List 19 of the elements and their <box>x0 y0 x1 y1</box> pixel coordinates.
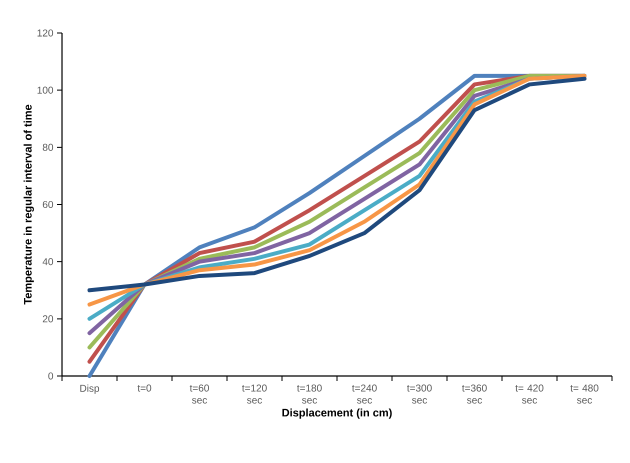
x-tick-label: t=240 sec <box>352 384 377 404</box>
y-tick-label: 20 <box>42 315 54 322</box>
y-tick-label: 100 <box>38 86 54 94</box>
x-tick-label: t=0 <box>138 384 152 392</box>
x-tick-label: Disp <box>80 384 100 394</box>
x-axis-title: Displacement (in cm) <box>282 408 392 419</box>
y-axis-title: Temperature in regular interval of time <box>24 104 34 305</box>
x-tick-label: t= 420 sec <box>515 384 544 404</box>
x-tick-label: t=300 sec <box>407 384 432 404</box>
x-tick-label: t=180 sec <box>297 384 322 404</box>
y-tick-label: 80 <box>42 144 54 151</box>
y-tick-label: 0 <box>48 372 54 380</box>
x-tick-label: t=60 sec <box>190 384 209 404</box>
x-tick-label: t= 480 sec <box>570 384 598 404</box>
x-tick-label: t=360 sec <box>462 384 487 404</box>
y-tick-label: 40 <box>42 258 54 266</box>
y-tick-label: 120 <box>38 29 54 37</box>
y-tick-label: 60 <box>42 200 54 208</box>
x-tick-label: t=120 sec <box>242 384 267 404</box>
